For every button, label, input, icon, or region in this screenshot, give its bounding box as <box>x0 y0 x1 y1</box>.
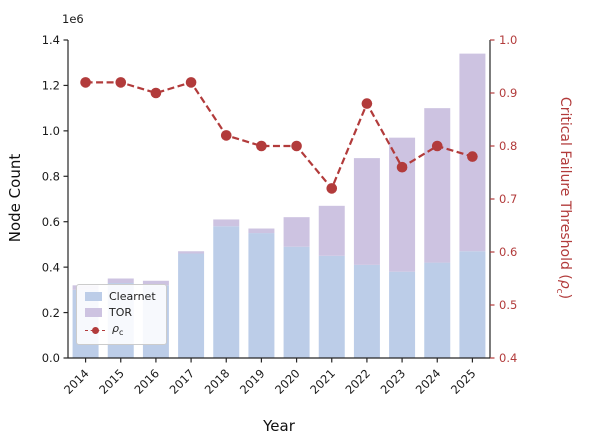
y-left-tick-label: 1.0 <box>42 124 60 138</box>
tor-bar <box>107 278 134 284</box>
legend: Clearnet TOR ρc <box>76 284 167 346</box>
clearnet-bar <box>459 251 486 358</box>
y-left-tick-label: 0.2 <box>42 306 60 320</box>
legend-rho-symbol: ρ <box>112 322 119 335</box>
pc-marker <box>467 151 478 162</box>
x-tick-label: 2025 <box>448 366 479 397</box>
y-left-tick-label: 1.4 <box>42 33 60 47</box>
pc-line <box>85 81 473 191</box>
clearnet-bar <box>424 262 451 358</box>
clearnet-bar <box>178 253 205 358</box>
y-right-tick-label: 0.4 <box>499 351 517 365</box>
x-tick-label: 2018 <box>202 366 233 397</box>
x-axis-label: Year <box>263 417 295 435</box>
pc-marker <box>291 140 302 152</box>
pc-marker <box>326 183 338 194</box>
clearnet-bar <box>213 226 240 358</box>
y-axis-label-right: Critical Failure Threshold (ρc) <box>553 28 573 368</box>
tor-bar <box>283 217 310 247</box>
tor-bar <box>389 137 416 272</box>
legend-label-clearnet: Clearnet <box>109 290 156 303</box>
y-left-tick-label: 1.2 <box>42 79 60 93</box>
x-tick-label: 2019 <box>237 366 268 397</box>
legend-rho-subscript: c <box>118 328 124 338</box>
pc-marker <box>431 140 443 152</box>
x-tick-label: 2016 <box>131 366 162 397</box>
legend-item-clearnet: Clearnet <box>85 291 156 302</box>
y-left-tick-label: 0.6 <box>42 215 60 229</box>
tor-bar <box>178 251 205 254</box>
tor-bar <box>318 205 345 256</box>
y-axis-label-right-text: Critical Failure Threshold ( <box>557 96 573 280</box>
legend-item-tor: TOR <box>85 307 156 318</box>
pc-dot-icon <box>91 326 99 334</box>
x-tick-label: 2023 <box>378 366 409 397</box>
y-left-tick-label: 0.8 <box>42 169 60 183</box>
y-right-tick-label: 1.0 <box>499 33 517 47</box>
y-left-tick-label: 0.0 <box>42 351 60 365</box>
y-right-tick-label: 0.7 <box>499 192 517 206</box>
y-right-tick-label: 0.6 <box>499 245 517 259</box>
clearnet-bar <box>389 271 416 358</box>
tor-bar <box>213 219 240 227</box>
y-right-tick-label: 0.5 <box>499 298 517 312</box>
x-tick-label: 2014 <box>61 366 92 397</box>
clearnet-bar <box>318 255 345 358</box>
x-tick-label: 2022 <box>342 366 373 397</box>
legend-item-pc: ρc <box>85 323 156 338</box>
tor-bar <box>353 158 380 265</box>
pc-marker <box>256 140 267 152</box>
tor-bar <box>248 228 275 234</box>
pc-marker <box>396 161 408 173</box>
legend-label-pc: ρc <box>112 323 123 338</box>
x-tick-label: 2015 <box>96 366 127 397</box>
clearnet-bar <box>248 233 275 358</box>
pc-marker <box>185 77 197 88</box>
x-tick-label: 2021 <box>307 366 338 397</box>
x-tick-label: 2024 <box>413 366 444 397</box>
y-left-tick-label: 0.4 <box>42 260 60 274</box>
y-right-tick-label: 0.8 <box>499 139 517 153</box>
tor-bar <box>142 280 169 286</box>
tor-bar <box>424 108 451 263</box>
axis-offset-label: 1e6 <box>62 12 84 26</box>
pc-line-marker-icon <box>85 326 105 334</box>
x-tick-label: 2020 <box>272 366 303 397</box>
pc-marker <box>150 87 162 99</box>
tor-swatch-icon <box>85 308 102 317</box>
pc-marker <box>80 77 91 88</box>
pc-marker <box>115 77 127 88</box>
pc-marker <box>220 130 232 141</box>
legend-label-tor: TOR <box>109 306 133 319</box>
y-axis-label-left: Node Count <box>6 153 24 243</box>
x-tick-label: 2017 <box>167 366 198 397</box>
pc-marker <box>361 98 373 109</box>
clearnet-bar <box>353 264 380 358</box>
clearnet-swatch-icon <box>85 292 102 301</box>
rho-symbol: ρ <box>557 279 573 289</box>
y-right-tick-label: 0.9 <box>499 86 517 100</box>
y-axis-label-right-close: ) <box>557 293 573 300</box>
clearnet-bar <box>283 246 310 358</box>
